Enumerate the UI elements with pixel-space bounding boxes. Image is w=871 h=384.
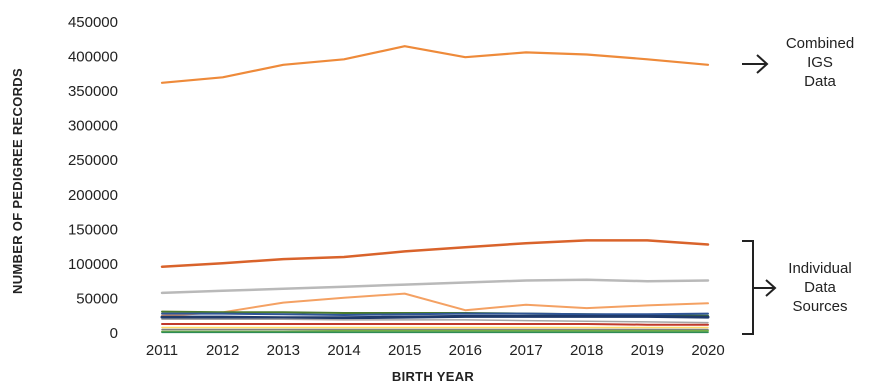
x-tick-label: 2011	[146, 342, 178, 359]
series-line-6	[160, 314, 710, 320]
x-tick-label: 2014	[327, 342, 360, 359]
y-tick-label: 200000	[68, 187, 118, 204]
y-tick-label: 300000	[68, 118, 118, 135]
x-tick-label: 2017	[509, 342, 542, 359]
y-tick-label: 250000	[68, 152, 118, 169]
individual-label-line1: Individual	[788, 260, 851, 277]
series-line-5	[161, 312, 709, 316]
y-tick-label: 400000	[68, 49, 118, 66]
y-axis-ticks: 0 50000 100000 150000 200000 250000 300000 3500…	[68, 14, 118, 342]
y-axis-title: NUMBER OF PEDIGREE RECORDS	[10, 68, 25, 294]
series-lines	[160, 45, 710, 334]
series-line-11	[161, 329, 709, 333]
x-tick-label: 2020	[691, 342, 724, 359]
right-arrow-icon	[753, 279, 777, 297]
x-axis-title: BIRTH YEAR	[392, 369, 475, 384]
combined-label-line3: Data	[804, 73, 836, 90]
x-axis-ticks: 2011 2012 2013 2014 2015 2016 2017 2018 2019 2020	[146, 342, 725, 359]
series-line-7	[161, 318, 709, 324]
x-tick-label: 2016	[449, 342, 482, 359]
x-tick-label: 2018	[570, 342, 603, 359]
series-line-2	[160, 278, 710, 295]
y-tick-label: 150000	[68, 221, 118, 238]
combined-label-line1: Combined	[786, 35, 854, 52]
y-tick-label: 100000	[68, 256, 118, 273]
right-arrow-icon	[742, 54, 769, 74]
x-tick-label: 2013	[267, 342, 300, 359]
series-line-8	[161, 323, 709, 326]
y-tick-label: 350000	[68, 83, 118, 100]
series-line-3	[161, 292, 709, 317]
series-line-0	[160, 45, 710, 84]
combined-annotation: Combined IGS Data	[742, 35, 854, 90]
x-tick-label: 2019	[631, 342, 664, 359]
x-tick-label: 2012	[206, 342, 239, 359]
bracket-icon	[742, 240, 754, 335]
x-tick-label: 2015	[388, 342, 421, 359]
combined-label-line2: IGS	[807, 54, 833, 71]
individual-label-line3: Sources	[792, 298, 847, 315]
y-tick-label: 0	[110, 325, 118, 342]
individual-annotation: Individual Data Sources	[742, 240, 852, 335]
series-line-1	[160, 239, 710, 268]
individual-label-line2: Data	[804, 279, 836, 296]
y-tick-label: 50000	[76, 290, 118, 307]
y-tick-label: 450000	[68, 14, 118, 31]
